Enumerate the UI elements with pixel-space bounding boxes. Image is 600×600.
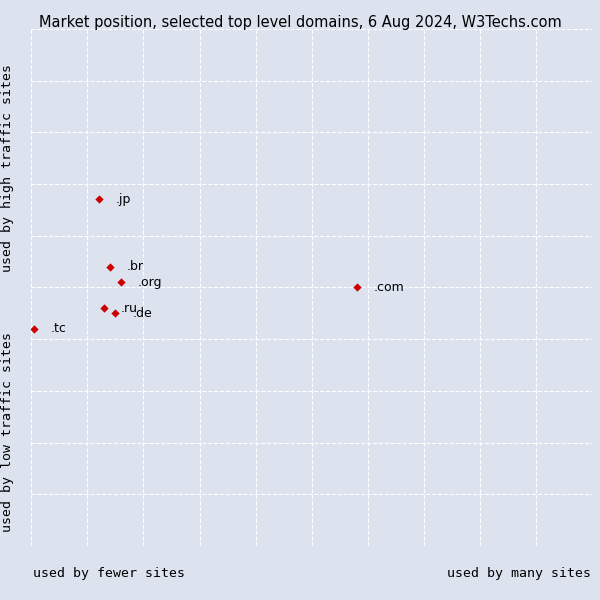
Point [116,277,126,287]
Text: .com: .com [373,281,404,294]
Point [100,303,109,313]
Text: .org: .org [138,276,162,289]
Text: .tc: .tc [51,322,67,335]
Point [352,283,361,292]
Text: used by high traffic sites: used by high traffic sites [1,64,14,272]
Text: Market position, selected top level domains, 6 Aug 2024, W3Techs.com: Market position, selected top level doma… [38,15,562,30]
Text: .ru: .ru [121,302,138,314]
Point [29,324,39,334]
Point [105,262,115,272]
Text: .jp: .jp [115,193,131,206]
Text: .br: .br [127,260,143,273]
Point [94,194,103,204]
Text: used by many sites: used by many sites [447,567,591,580]
Point [110,308,120,318]
Text: used by low traffic sites: used by low traffic sites [1,332,14,532]
Text: used by fewer sites: used by fewer sites [33,567,185,580]
Text: .de: .de [132,307,152,320]
